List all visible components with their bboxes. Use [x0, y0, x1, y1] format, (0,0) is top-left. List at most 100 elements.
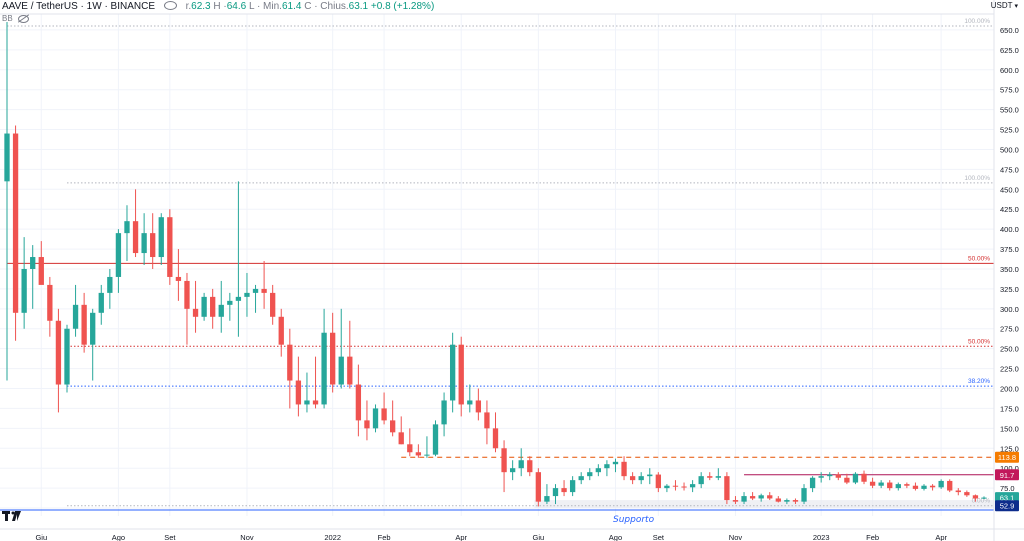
candle — [929, 484, 936, 491]
candle-body — [81, 304, 87, 345]
candle — [809, 476, 816, 493]
candle — [72, 284, 79, 337]
candle — [372, 404, 379, 433]
candle — [390, 400, 396, 437]
candle — [578, 472, 584, 485]
candle-body — [21, 268, 27, 313]
candle — [98, 284, 104, 325]
level-label: 50.00% — [968, 255, 990, 262]
x-tick-label: Nov — [729, 533, 743, 541]
candle-body — [861, 473, 867, 482]
time-axis[interactable]: Giu Ago Set Nov 2022 Feb Apr Giu Ago Set Nov 2023 Fe… — [0, 528, 1024, 541]
candle — [381, 392, 387, 425]
x-tick-label: Ago — [609, 533, 622, 541]
candle-body — [38, 257, 44, 285]
candle — [210, 288, 216, 329]
candle — [827, 472, 833, 481]
candle — [767, 492, 773, 501]
eye-off-icon[interactable] — [17, 14, 29, 23]
candle-body — [947, 480, 953, 491]
y-tick-label: 300.0 — [1000, 305, 1019, 314]
candle — [330, 312, 336, 393]
high-label: H · — [213, 1, 227, 12]
candle — [158, 213, 164, 265]
candle — [749, 492, 756, 501]
indicator-label: BB — [2, 14, 13, 23]
candle-body — [192, 308, 199, 317]
candle-body — [287, 344, 293, 381]
open-value: 62.3 — [191, 1, 211, 12]
candle-body — [158, 217, 164, 258]
candle-body — [501, 448, 507, 473]
candle — [501, 440, 507, 493]
x-tick-label: Feb — [378, 533, 391, 541]
candle-body — [921, 485, 927, 489]
candle-body — [244, 292, 250, 297]
candle — [90, 308, 96, 381]
level-label: 38.20% — [968, 378, 990, 385]
candle — [218, 280, 224, 333]
y-tick-label: 475.0 — [1000, 165, 1019, 174]
candle — [424, 436, 430, 458]
candle — [715, 468, 721, 481]
candle-body — [132, 221, 139, 254]
candle-body — [587, 472, 593, 477]
candle — [724, 472, 730, 505]
candle-body — [801, 488, 807, 502]
candle — [184, 272, 190, 345]
candle-body — [424, 454, 430, 456]
candle — [792, 498, 799, 505]
candle — [12, 125, 19, 341]
candle — [629, 472, 636, 485]
candle — [655, 472, 661, 493]
candle — [38, 241, 44, 285]
candle-body — [638, 476, 644, 481]
candle — [972, 494, 979, 502]
candle-body — [707, 476, 713, 478]
price-tag-label: 63.1 — [1000, 494, 1015, 503]
candle — [192, 280, 199, 333]
candle-body — [835, 474, 841, 478]
candle — [167, 209, 173, 285]
level-label: 100.00% — [964, 175, 990, 182]
candle — [270, 284, 276, 325]
candles[interactable] — [4, 21, 987, 507]
eye-icon[interactable] — [163, 0, 177, 10]
currency-selector[interactable]: USDT — [991, 1, 1018, 10]
candle-body — [415, 452, 422, 456]
price-tag — [995, 500, 1019, 512]
high-value: 64.6 — [226, 1, 247, 12]
candle-body — [432, 424, 439, 455]
candle-body — [972, 495, 979, 499]
candle — [569, 476, 576, 497]
candle — [244, 272, 250, 317]
candle-body — [484, 412, 490, 429]
candle — [681, 482, 687, 491]
candle-body — [724, 476, 730, 501]
indicator-row[interactable]: BB — [2, 14, 29, 23]
candle-body — [175, 276, 182, 281]
candle-body — [107, 276, 113, 293]
candle-body — [218, 304, 224, 317]
candle — [64, 324, 70, 393]
candle — [509, 460, 516, 481]
symbol-title[interactable]: AAVE / TetherUS · 1W · BINANCE — [2, 1, 156, 12]
candle-body — [167, 217, 173, 277]
y-tick-label: 625.0 — [1000, 46, 1019, 55]
candle — [304, 372, 310, 413]
candle — [621, 456, 627, 481]
candle — [30, 245, 36, 309]
candle — [689, 480, 696, 493]
candle-body — [938, 480, 944, 488]
candle-body — [509, 468, 516, 473]
candle-body — [467, 400, 473, 405]
candle — [458, 336, 464, 417]
candle — [527, 456, 533, 477]
candle — [312, 356, 319, 409]
y-tick-label: 425.0 — [1000, 205, 1019, 214]
candle-body — [312, 400, 319, 405]
candle-body — [595, 468, 601, 473]
candle — [818, 472, 824, 483]
